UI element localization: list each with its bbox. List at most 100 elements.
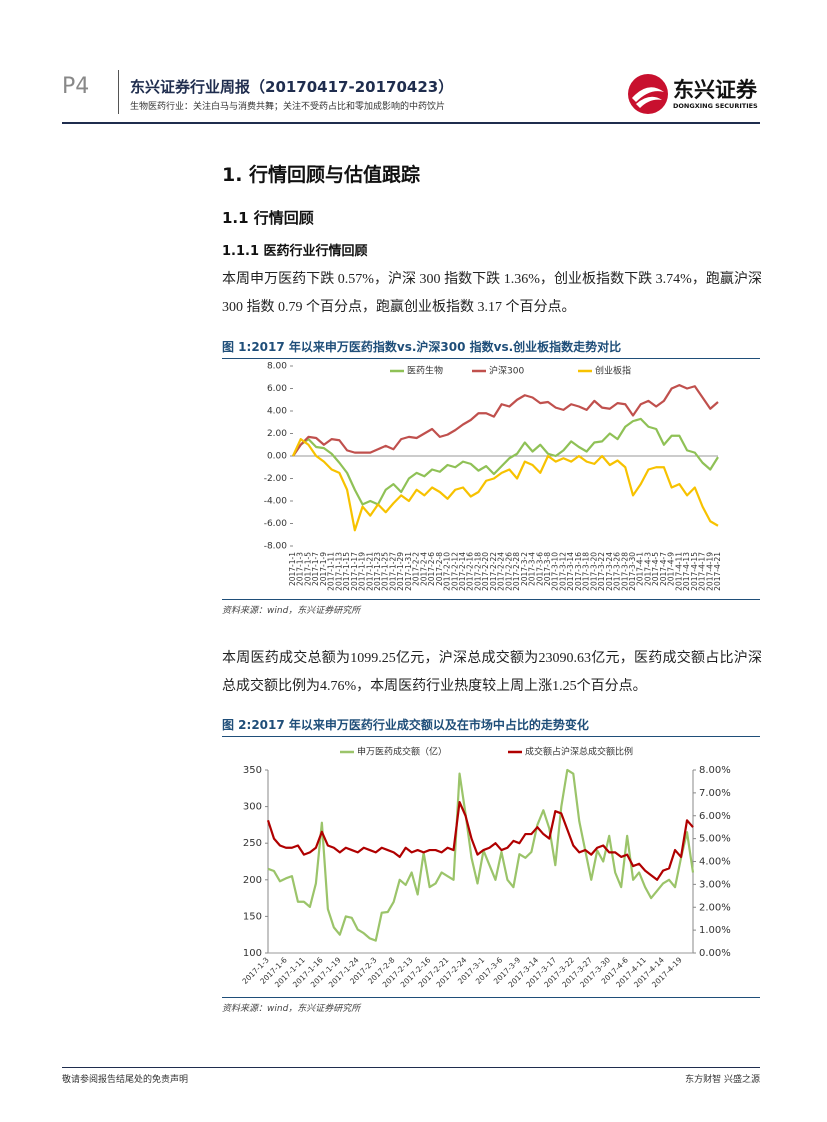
y-tick-label: 150 — [243, 911, 262, 922]
legend-label: 成交额占沪深总成交额比例 — [525, 746, 633, 758]
footer-right: 东方财智 兴盛之源 — [685, 1075, 760, 1085]
y2-tick-label: 8.00% — [699, 765, 731, 776]
series-line — [266, 800, 694, 881]
x-tick-label: 2017-2-2 — [412, 552, 421, 586]
x-tick-label: 2017-2-26 — [504, 552, 513, 591]
heading-2: 1.1 行情回顾 — [222, 209, 314, 227]
x-tick-label: 2017-4-21 — [713, 552, 722, 591]
x-tick-label: 2017-3-14 — [566, 552, 575, 591]
chart: 8.00 6.00 4.00 2.00 0.00 -2.00 -4.00 -6.00 -8.00… — [264, 362, 722, 591]
heading-3: 1.1.1 医药行业行情回顾 — [222, 244, 368, 259]
x-tick-label: 2017-4-11 — [674, 552, 683, 591]
x-tick-label: 2017-2-12 — [450, 552, 459, 591]
x-tick-label: 2017-2-20 — [481, 552, 490, 591]
series-line — [267, 768, 695, 942]
legend-label: 创业板指 — [595, 365, 631, 377]
x-tick-label: 2017-1-15 — [342, 552, 351, 591]
x-tick-label: 2017-1-31 — [404, 552, 413, 591]
x-tick-label: 2017-4-17 — [698, 552, 707, 591]
y2-tick-label: 0.00% — [699, 948, 731, 959]
y-tick-label: 4.00 — [267, 407, 287, 417]
x-tick-label: 2017-1-9 — [319, 552, 328, 586]
x-tick-label: 2017-1-11 — [327, 552, 336, 591]
x-tick-label: 2017-4-15 — [690, 552, 699, 591]
x-tick-label: 2017-1-17 — [350, 552, 359, 591]
x-tick-label: 2017-3-26 — [613, 552, 622, 591]
x-tick-label: 2017-1-25 — [381, 552, 390, 591]
figure-caption: 图 2:2017 年以来申万医药行业成交额以及在市场中占比的走势变化 — [222, 716, 760, 737]
logo-icon — [628, 74, 668, 114]
x-tick-label: 2017-4-13 — [682, 552, 691, 591]
paragraph: 本周医药成交总额为1099.25亿元，沪深总成交额为23090.63亿元，医药成… — [222, 651, 762, 694]
x-tick-label: 2017-2-8 — [435, 552, 444, 586]
x-tick-label: 2017-1-1 — [288, 552, 297, 586]
report-title: 东兴证券行业周报（20170417-20170423） — [130, 78, 454, 96]
footer-rule — [62, 1067, 760, 1068]
x-tick-label: 2017-4-9 — [667, 552, 676, 586]
logo-subtext: DONGXING SECURITIES — [673, 102, 758, 110]
x-tick-label: 2017-2-18 — [473, 552, 482, 591]
x-tick-label: 2017-3-30 — [628, 552, 637, 591]
x-tick-label: 2017-3-4 — [528, 552, 537, 586]
x-tick-label: 2017-3-16 — [574, 552, 583, 591]
x-tick-label: 2017-3-28 — [620, 552, 629, 591]
x-tick-label: 2017-4-3 — [643, 552, 652, 586]
series-line — [291, 438, 719, 532]
heading-1: 1. 行情回顾与估值跟踪 — [222, 164, 421, 186]
x-tick-label: 2017-2-22 — [489, 552, 498, 591]
y2-tick-label: 1.00% — [699, 925, 731, 936]
y-tick-label: 8.00 — [267, 362, 287, 372]
series-line — [292, 384, 719, 457]
x-tick-label: 2017-3-24 — [605, 552, 614, 591]
x-tick-label: 2017-1-27 — [388, 552, 397, 591]
x-tick-label: 2017-4-5 — [651, 552, 660, 586]
x-tick-label: 2017-3-8 — [543, 552, 552, 586]
header-rule — [62, 122, 760, 124]
x-tick-label: 2017-3-20 — [589, 552, 598, 591]
x-tick-label: 2017-4-7 — [659, 552, 668, 586]
source-note: 资料来源：wind，东兴证券研究所 — [222, 997, 760, 1014]
y-tick-label: 300 — [243, 802, 262, 813]
x-tick-label: 2017-3-22 — [597, 552, 606, 591]
figure-caption: 图 1:2017 年以来申万医药指数vs.沪深300 指数vs.创业板指数走势对… — [222, 338, 760, 359]
x-tick-label: 2017-3-12 — [558, 552, 567, 591]
x-tick-label: 2017-3-6 — [535, 552, 544, 586]
y2-tick-label: 3.00% — [699, 879, 731, 890]
x-tick-label: 2017-2-28 — [512, 552, 521, 591]
x-tick-label: 2017-2-16 — [466, 552, 475, 591]
x-tick-label: 2017-2-24 — [497, 552, 506, 591]
x-tick-label: 2017-1-21 — [365, 552, 374, 591]
x-tick-label: 2017-2-4 — [419, 552, 428, 586]
chart: 100 150 200 250 300 350 0.00% 1.00% 2.00% 3.00% 4.… — [240, 746, 731, 990]
x-tick-label: 2017-1-3 — [296, 552, 305, 586]
y-tick-label: 100 — [243, 948, 262, 959]
y-tick-label: 200 — [243, 875, 262, 886]
x-tick-label: 2017-3-10 — [551, 552, 560, 591]
y2-tick-label: 4.00% — [699, 857, 731, 868]
source-note: 资料来源：wind，东兴证券研究所 — [222, 599, 760, 616]
legend-label: 申万医药成交额（亿） — [357, 746, 447, 758]
x-tick-label: 2017-2-10 — [443, 552, 452, 591]
x-tick-label: 2017-3-2 — [520, 552, 529, 586]
x-tick-label: 2017-1-7 — [311, 552, 320, 586]
page-number: P4 — [62, 74, 90, 99]
y-tick-label: -2.00 — [264, 474, 288, 484]
legend-label: 医药生物 — [407, 365, 443, 377]
y-tick-label: 250 — [243, 838, 262, 849]
y2-tick-label: 7.00% — [699, 788, 731, 799]
paragraph: 本周申万医药下跌 0.57%，沪深 300 指数下跌 1.36%，创业板指数下跌… — [222, 272, 762, 315]
footer-left: 敬请参阅报告结尾处的免责声明 — [62, 1075, 189, 1085]
y-tick-label: -6.00 — [264, 519, 288, 529]
y-tick-label: 0.00 — [267, 452, 287, 462]
y2-tick-label: 6.00% — [699, 811, 731, 822]
x-tick-label: 2017-1-23 — [373, 552, 382, 591]
logo-text: 东兴证券 — [673, 78, 757, 102]
x-tick-label: 2017-4-19 — [705, 552, 714, 591]
x-tick-label: 2017-3-18 — [582, 552, 591, 591]
y-tick-label: 2.00 — [267, 429, 287, 439]
x-tick-label: 2017-1-13 — [334, 552, 343, 591]
x-tick-label: 2017-1-29 — [396, 552, 405, 591]
y-tick-label: -8.00 — [264, 542, 288, 552]
divider — [118, 70, 119, 114]
